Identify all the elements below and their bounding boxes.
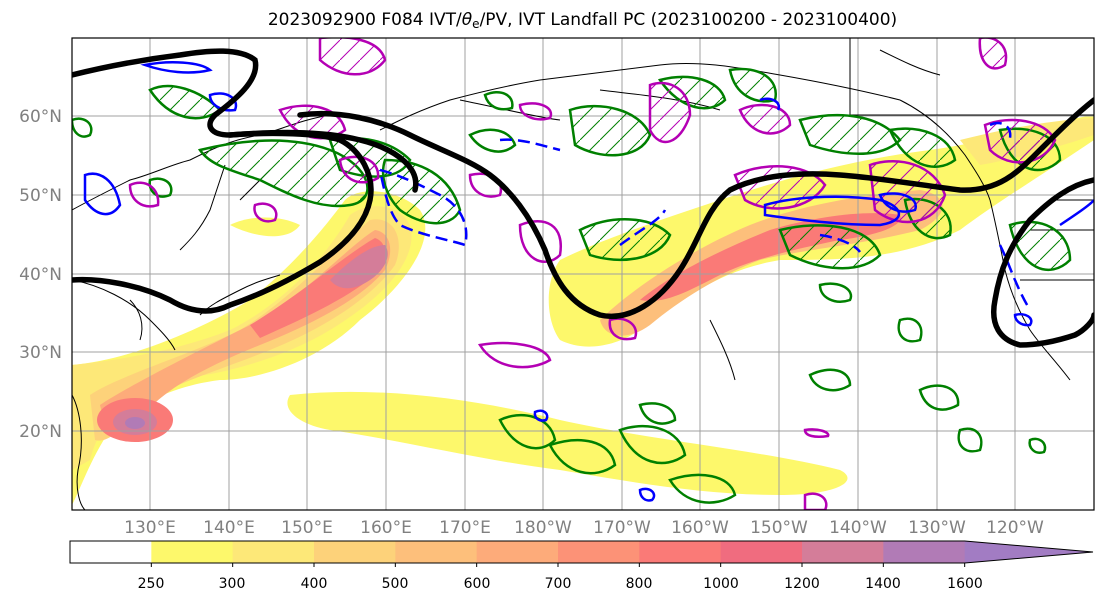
lon-label: 120°W — [986, 518, 1044, 538]
colorbar-label: 700 — [545, 576, 572, 592]
colorbar-label: 500 — [382, 576, 409, 592]
colorbar-label: 400 — [301, 576, 328, 592]
lon-label: 130°E — [124, 518, 176, 538]
colorbar-label: 1400 — [865, 576, 901, 592]
colorbar-label: 600 — [464, 576, 491, 592]
colorbar-segment — [639, 541, 722, 563]
lat-label: 50°N — [19, 186, 62, 206]
colorbar-segment — [476, 541, 559, 563]
lon-label: 140°E — [203, 518, 255, 538]
latitude-labels: 60°N 50°N 40°N 30°N 20°N — [19, 107, 62, 442]
lon-label: 150°W — [750, 518, 808, 538]
longitude-labels: 130°E 140°E 150°E 160°E 170°E 180°W 170°… — [124, 518, 1044, 538]
pv-contour — [72, 48, 1094, 348]
lon-label: 170°E — [439, 518, 491, 538]
coastlines — [72, 38, 1094, 510]
colorbar-extension — [964, 541, 1093, 563]
lon-label: 140°W — [829, 518, 887, 538]
colorbar-label: 1000 — [703, 576, 739, 592]
lon-label: 170°W — [593, 518, 651, 538]
lat-label: 60°N — [19, 107, 62, 127]
lon-label: 180°W — [514, 518, 572, 538]
colorbar-segment — [314, 541, 396, 563]
colorbar-labels: 250 300 400 500 600 700 800 1000 1200 14… — [138, 576, 983, 592]
lat-label: 30°N — [19, 343, 62, 363]
colorbar-segment — [883, 541, 966, 563]
lon-label: 160°E — [360, 518, 412, 538]
colorbar-label: 300 — [219, 576, 246, 592]
lat-label: 40°N — [19, 265, 62, 285]
lat-label: 20°N — [19, 422, 62, 442]
colorbar-segment — [558, 541, 640, 563]
colorbar-segment — [720, 541, 803, 563]
colorbar-segment — [151, 541, 234, 563]
negative-contours — [83, 61, 1094, 502]
colorbar-segment — [70, 541, 152, 563]
colorbar-label: 1200 — [784, 576, 820, 592]
lon-label: 150°E — [281, 518, 333, 538]
map-frame — [71, 37, 1095, 511]
colorbar — [69, 540, 1094, 567]
colorbar-label: 800 — [626, 576, 653, 592]
colorbar-label: 1600 — [947, 576, 983, 592]
lon-label: 130°W — [908, 518, 966, 538]
colorbar-segment — [802, 541, 884, 563]
colorbar-label: 250 — [138, 576, 165, 592]
map-content — [72, 38, 1094, 510]
colorbar-segment — [395, 541, 478, 563]
map-title: 2023092900 F084 IVT/θe/PV, IVT Landfall … — [267, 10, 898, 31]
colorbar-segment — [232, 541, 315, 563]
colorbar-outline — [69, 540, 1094, 564]
lon-label: 160°W — [671, 518, 729, 538]
